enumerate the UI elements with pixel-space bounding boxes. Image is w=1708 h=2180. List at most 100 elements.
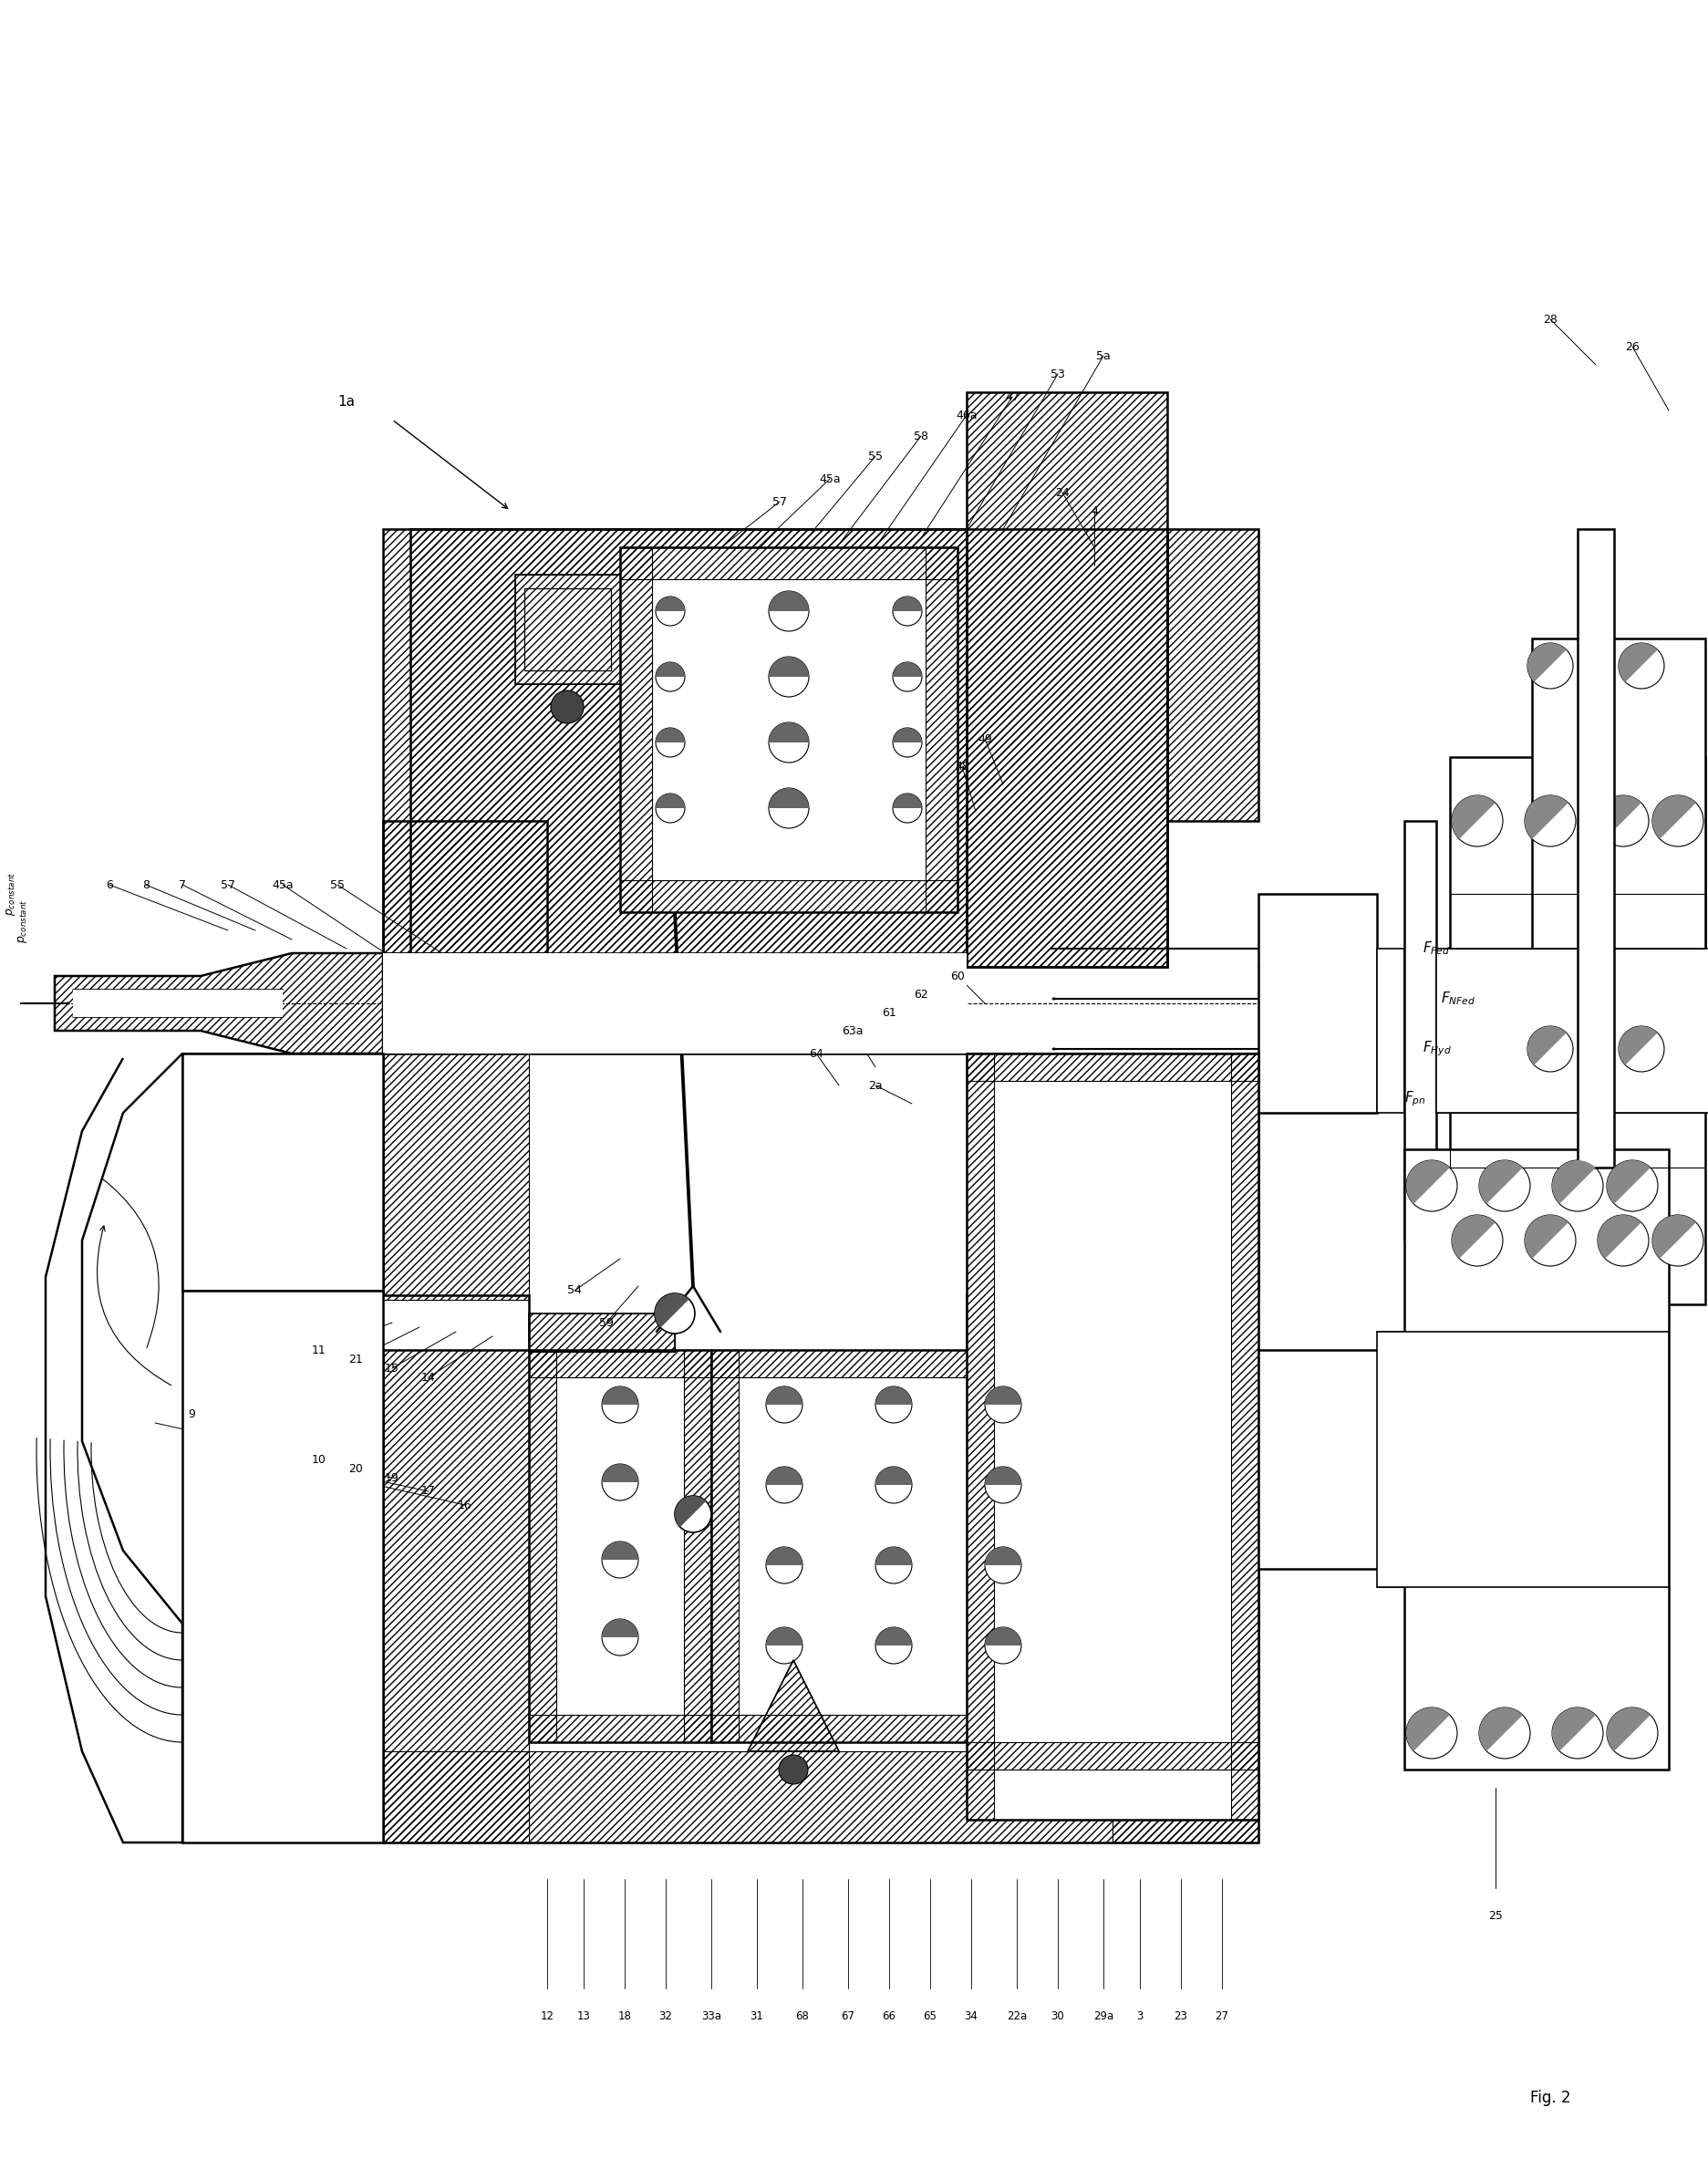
Circle shape	[601, 1620, 639, 1655]
Text: 45a: 45a	[818, 473, 840, 484]
Wedge shape	[656, 728, 685, 743]
Circle shape	[601, 1465, 639, 1500]
Circle shape	[1527, 643, 1571, 689]
Bar	[524, 589, 611, 671]
Wedge shape	[1406, 1707, 1448, 1751]
Wedge shape	[1597, 796, 1640, 839]
Text: 32: 32	[659, 2010, 673, 2021]
Wedge shape	[1527, 643, 1566, 682]
Text: 23: 23	[1173, 2010, 1187, 2021]
Bar	[620, 547, 956, 580]
Bar	[383, 953, 967, 1053]
Text: 16: 16	[458, 1500, 471, 1511]
Text: 29a: 29a	[1093, 2010, 1114, 2021]
Text: 30: 30	[1050, 2010, 1064, 2021]
Text: 68: 68	[796, 2010, 810, 2021]
Text: 31: 31	[750, 2010, 763, 2021]
Circle shape	[1652, 796, 1703, 846]
Bar	[528, 1716, 711, 1742]
Wedge shape	[601, 1620, 639, 1637]
Wedge shape	[874, 1626, 912, 1646]
Text: 21: 21	[348, 1354, 362, 1365]
Text: $F_{pn}$: $F_{pn}$	[1404, 1090, 1424, 1107]
Wedge shape	[984, 1467, 1021, 1485]
Text: 60: 60	[950, 970, 965, 981]
Polygon shape	[46, 1053, 183, 1842]
Bar	[711, 1716, 1103, 1742]
Circle shape	[1617, 643, 1664, 689]
Circle shape	[892, 663, 921, 691]
Circle shape	[1452, 1214, 1501, 1267]
Bar	[1530, 639, 1705, 1094]
Circle shape	[1597, 1214, 1648, 1267]
Text: $p_{constant}$: $p_{constant}$	[17, 898, 29, 944]
Text: 49: 49	[977, 732, 992, 746]
Circle shape	[601, 1541, 639, 1578]
Circle shape	[1606, 1707, 1657, 1759]
Text: 14: 14	[422, 1371, 436, 1384]
Text: $p_{constant}$: $p_{constant}$	[5, 872, 17, 916]
Text: 63a: 63a	[842, 1025, 863, 1038]
Text: 15: 15	[384, 1362, 400, 1373]
Bar	[524, 589, 611, 671]
Bar	[620, 547, 956, 911]
Circle shape	[656, 728, 685, 756]
Text: $F_{NFed}$: $F_{NFed}$	[1440, 990, 1476, 1007]
Bar	[1404, 1149, 1669, 1770]
Text: 57: 57	[772, 495, 787, 508]
Wedge shape	[892, 597, 921, 610]
Bar	[528, 1315, 675, 1352]
Circle shape	[654, 1293, 695, 1334]
Bar	[528, 1349, 711, 1742]
Wedge shape	[601, 1465, 639, 1482]
Wedge shape	[1606, 1707, 1650, 1751]
Wedge shape	[601, 1541, 639, 1559]
Bar	[711, 1349, 1103, 1742]
Bar	[967, 1053, 1257, 1820]
Bar	[410, 530, 1167, 968]
Circle shape	[779, 1755, 808, 1783]
Circle shape	[892, 597, 921, 626]
Circle shape	[1479, 1160, 1529, 1212]
Text: 9: 9	[188, 1408, 195, 1419]
Wedge shape	[769, 656, 808, 676]
Text: 2a: 2a	[868, 1079, 881, 1092]
Circle shape	[1597, 796, 1648, 846]
Circle shape	[874, 1626, 912, 1663]
Wedge shape	[874, 1386, 912, 1404]
Wedge shape	[765, 1548, 803, 1565]
Circle shape	[765, 1548, 803, 1583]
Circle shape	[601, 1386, 639, 1424]
Text: 55: 55	[330, 879, 345, 892]
Circle shape	[769, 656, 808, 698]
Bar	[1257, 1349, 1404, 1570]
Bar	[1435, 948, 1708, 1112]
Bar	[1576, 530, 1614, 1168]
Bar	[1448, 894, 1705, 948]
Text: 66: 66	[881, 2010, 895, 2021]
Wedge shape	[1479, 1160, 1522, 1203]
Bar	[183, 1291, 383, 1842]
Text: 5a: 5a	[1095, 349, 1110, 362]
Circle shape	[1652, 1214, 1703, 1267]
Text: 45a: 45a	[272, 879, 294, 892]
Wedge shape	[654, 1293, 688, 1328]
Text: $F_{Hyd}$: $F_{Hyd}$	[1421, 1040, 1450, 1057]
Text: 59: 59	[600, 1317, 613, 1328]
Bar	[528, 1349, 557, 1742]
Wedge shape	[892, 794, 921, 809]
Text: 13: 13	[577, 2010, 589, 2021]
Wedge shape	[874, 1467, 912, 1485]
Text: 24: 24	[1054, 486, 1069, 499]
Bar	[1112, 1349, 1257, 1842]
Text: 67: 67	[840, 2010, 854, 2021]
Text: 53: 53	[1050, 368, 1064, 379]
Bar	[620, 547, 652, 911]
Text: 48: 48	[955, 761, 968, 772]
Bar	[967, 1053, 994, 1820]
Bar	[1167, 530, 1257, 822]
Wedge shape	[656, 597, 685, 610]
Wedge shape	[656, 794, 685, 809]
Polygon shape	[73, 990, 282, 1018]
Bar	[967, 392, 1167, 968]
